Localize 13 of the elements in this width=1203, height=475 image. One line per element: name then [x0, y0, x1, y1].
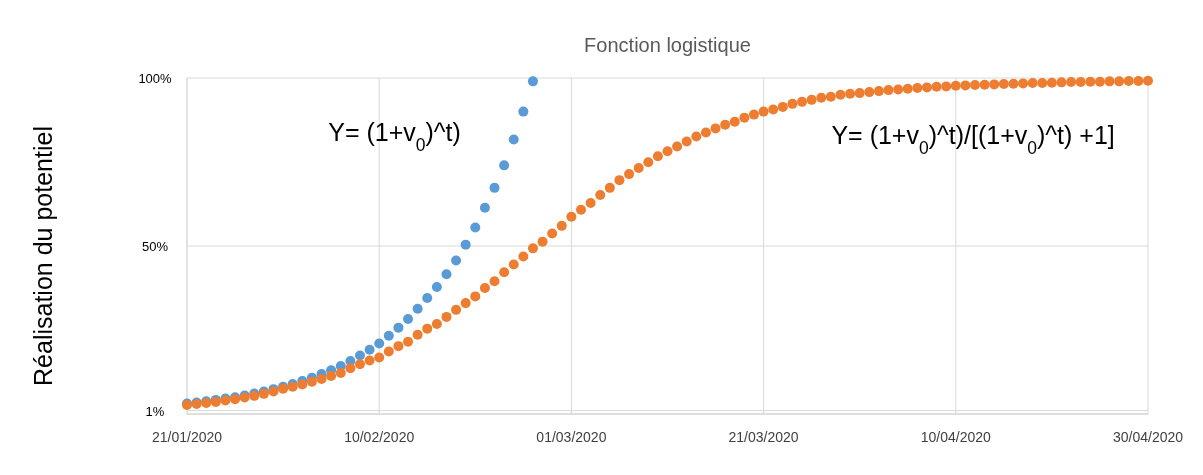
annotation: Y= (1+v$_{0}$)^t)/[(1+v$_{0}$)^t) +1] — [831, 121, 1115, 159]
x-tick-label: 30/04/2020 — [1112, 429, 1184, 445]
y-tick-label: 50% — [141, 239, 169, 254]
x-tick-label: 21/03/2020 — [728, 429, 799, 445]
y-axis-title: Réalisation du potentiel — [29, 126, 57, 386]
chart-title: Fonction logistique — [584, 34, 751, 56]
x-tick-label: 10/02/2020 — [344, 429, 415, 445]
x-tick-label: 01/03/2020 — [536, 429, 607, 445]
annotation: Y= (1+v$_{0}$)^t) — [328, 117, 461, 155]
x-tick-label: 21/01/2020 — [151, 429, 223, 445]
y-tick-label: 100% — [138, 71, 173, 86]
y-tick-label: 1% — [145, 403, 165, 419]
x-tick-label: 10/04/2020 — [920, 429, 992, 445]
